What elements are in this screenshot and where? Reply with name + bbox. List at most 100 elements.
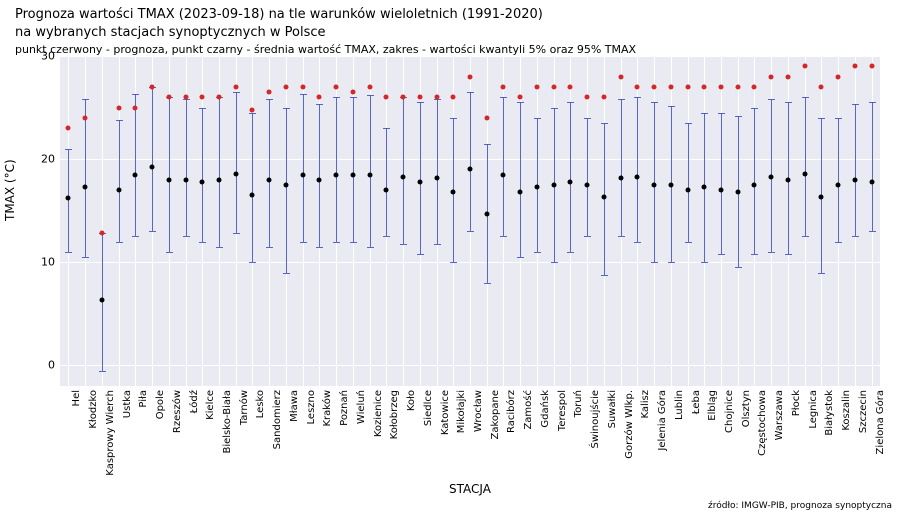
mean-marker: [685, 188, 690, 193]
error-cap: [718, 113, 725, 114]
error-bar: [520, 102, 521, 257]
error-bar: [286, 108, 287, 273]
error-cap: [333, 97, 340, 98]
error-cap: [651, 262, 658, 263]
error-cap: [567, 102, 574, 103]
error-cap: [283, 108, 290, 109]
mean-marker: [468, 167, 473, 172]
xtick-label: Mikołajki: [456, 390, 467, 490]
error-bar: [370, 95, 371, 247]
forecast-marker: [668, 84, 673, 89]
forecast-marker: [233, 84, 238, 89]
mean-marker: [283, 182, 288, 187]
error-bar: [403, 97, 404, 243]
mean-marker: [317, 177, 322, 182]
forecast-marker: [852, 64, 857, 69]
error-cap: [668, 106, 675, 107]
error-cap: [802, 97, 809, 98]
mean-marker: [66, 196, 71, 201]
error-bar: [570, 102, 571, 252]
forecast-marker: [267, 90, 272, 95]
forecast-marker: [417, 95, 422, 100]
error-cap: [149, 231, 156, 232]
forecast-marker: [350, 90, 355, 95]
xtick-label: Hel: [71, 390, 82, 490]
xtick-label: Łeba: [691, 390, 702, 490]
error-cap: [551, 108, 558, 109]
error-cap: [450, 118, 457, 119]
error-cap: [65, 149, 72, 150]
forecast-marker: [802, 64, 807, 69]
mean-marker: [802, 171, 807, 176]
error-cap: [500, 236, 507, 237]
error-cap: [249, 262, 256, 263]
xtick-label: Wrocław: [473, 390, 484, 490]
chart-subtitle: punkt czerwony - prognoza, punkt czarny …: [15, 43, 636, 56]
error-cap: [852, 236, 859, 237]
forecast-marker: [652, 84, 657, 89]
xtick-label: Gdańsk: [540, 390, 551, 490]
mean-marker: [451, 190, 456, 195]
error-cap: [350, 97, 357, 98]
mean-marker: [183, 177, 188, 182]
error-cap: [82, 99, 89, 100]
xtick-label: Kasprowy Wierch: [105, 390, 116, 490]
forecast-marker: [618, 74, 623, 79]
error-cap: [551, 262, 558, 263]
mean-marker: [350, 172, 355, 177]
forecast-marker: [769, 74, 774, 79]
error-cap: [367, 247, 374, 248]
xtick-label: Zamość: [523, 390, 534, 490]
error-bar: [336, 97, 337, 241]
xtick-label: Suwałki: [607, 390, 618, 490]
error-cap: [751, 108, 758, 109]
forecast-marker: [735, 84, 740, 89]
error-bar: [721, 113, 722, 254]
xtick-label: Kalisz: [640, 390, 651, 490]
error-cap: [316, 104, 323, 105]
mean-marker: [484, 211, 489, 216]
xtick-label: Rzeszów: [172, 390, 183, 490]
error-bar: [838, 118, 839, 242]
xtick-label: Kielce: [205, 390, 216, 490]
error-bar: [269, 99, 270, 246]
xtick-label: Jelenia Góra: [657, 390, 668, 490]
error-cap: [768, 99, 775, 100]
mean-marker: [401, 174, 406, 179]
forecast-marker: [166, 95, 171, 100]
error-bar: [872, 102, 873, 231]
mean-marker: [785, 177, 790, 182]
forecast-marker: [66, 126, 71, 131]
xtick-label: Kołobrzeg: [389, 390, 400, 490]
mean-marker: [735, 190, 740, 195]
error-cap: [233, 92, 240, 93]
forecast-marker: [401, 95, 406, 100]
error-bar: [470, 92, 471, 231]
mean-marker: [417, 179, 422, 184]
error-cap: [701, 113, 708, 114]
xtick-label: Leszno: [306, 390, 317, 490]
forecast-marker: [869, 64, 874, 69]
mean-marker: [300, 172, 305, 177]
ytick-label: 10: [15, 256, 55, 269]
xtick-label: Zakopane: [490, 390, 501, 490]
forecast-marker: [133, 105, 138, 110]
xtick-label: Płock: [791, 390, 802, 490]
error-bar: [688, 123, 689, 242]
xtick-label: Toruń: [573, 390, 584, 490]
error-cap: [818, 273, 825, 274]
error-cap: [316, 247, 323, 248]
error-bar: [202, 108, 203, 242]
error-cap: [668, 262, 675, 263]
error-cap: [166, 252, 173, 253]
y-axis-label: TMAX (°C): [3, 159, 17, 221]
error-cap: [450, 262, 457, 263]
error-cap: [99, 371, 106, 372]
error-cap: [618, 236, 625, 237]
error-cap: [199, 108, 206, 109]
mean-marker: [384, 188, 389, 193]
forecast-marker: [702, 84, 707, 89]
forecast-marker: [83, 115, 88, 120]
xtick-label: Koszalin: [841, 390, 852, 490]
error-bar: [319, 104, 320, 246]
